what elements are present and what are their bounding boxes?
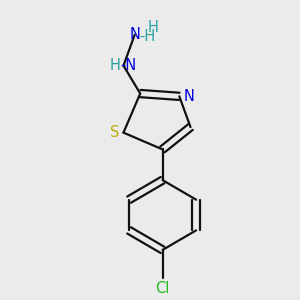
Text: -H: -H	[139, 29, 155, 44]
Text: N: N	[129, 27, 140, 42]
Text: H: H	[110, 58, 121, 73]
Text: N: N	[184, 89, 194, 104]
Text: -N: -N	[121, 58, 137, 73]
Text: Cl: Cl	[155, 280, 170, 296]
Text: S: S	[110, 125, 119, 140]
Text: H: H	[148, 20, 159, 35]
